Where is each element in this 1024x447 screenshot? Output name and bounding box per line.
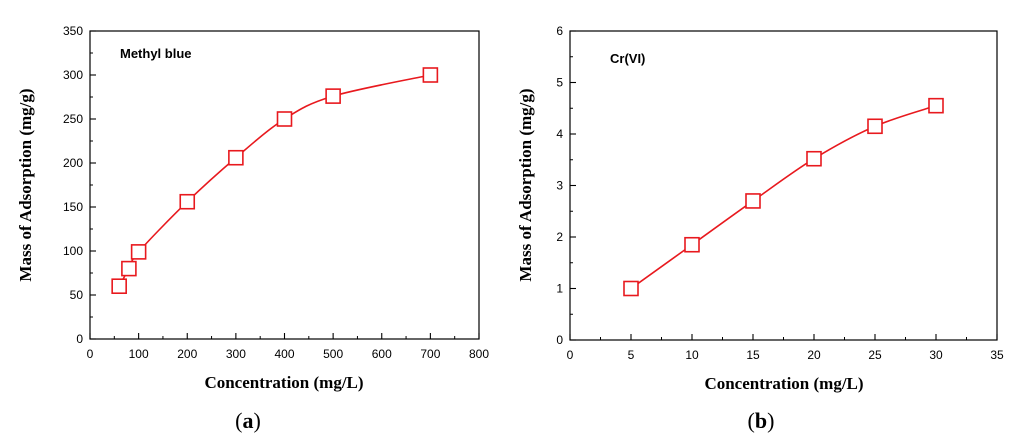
y-axis-label: Mass of Adsorption (mg/g) — [16, 88, 35, 281]
data-point-marker — [276, 111, 293, 127]
y-tick-label: 150 — [63, 200, 83, 214]
y-tick-label: 4 — [556, 127, 563, 141]
x-tick-label: 100 — [129, 347, 149, 361]
y-tick-label: 2 — [556, 230, 563, 244]
x-tick-label: 800 — [469, 347, 489, 361]
axis-ticks: 0 100 200 300 400 500 600 700 800 0 50 100 150 200 250… — [63, 24, 489, 361]
x-tick-label: 500 — [323, 347, 343, 361]
series-marks — [111, 67, 439, 295]
x-tick-label: 10 — [685, 348, 699, 362]
x-tick-label: 35 — [990, 348, 1004, 362]
y-tick-label: 0 — [76, 332, 83, 346]
y-tick-label: 6 — [556, 24, 563, 38]
y-tick-label: 5 — [556, 76, 563, 90]
panel-caption: (a) — [235, 408, 261, 433]
x-axis-label: Concentration (mg/L) — [204, 373, 363, 392]
chart-panel-b: 0 5 10 15 20 25 30 35 0 1 2 3 4 5 6 Cr(VI) Concentrati… — [516, 24, 1004, 433]
x-tick-label: 200 — [177, 347, 197, 361]
x-tick-label: 0 — [567, 348, 574, 362]
series-marks — [623, 97, 944, 297]
data-point-marker — [928, 97, 944, 114]
y-tick-label: 0 — [556, 333, 563, 347]
x-tick-label: 0 — [87, 347, 94, 361]
data-point-marker — [121, 260, 137, 277]
data-point-marker — [325, 88, 341, 104]
data-point-marker — [867, 118, 883, 135]
data-point-marker — [745, 193, 761, 209]
axis-ticks: 0 5 10 15 20 25 30 35 0 1 2 3 4 5 6 — [556, 24, 1004, 362]
chart-title: Cr(VI) — [610, 51, 645, 66]
x-tick-label: 25 — [868, 348, 882, 362]
data-point-marker — [179, 193, 196, 210]
y-tick-label: 200 — [63, 156, 83, 170]
data-point-marker — [623, 280, 639, 297]
chart-panel-a: 0 100 200 300 400 500 600 700 800 0 50 100 150 200 250… — [16, 24, 489, 433]
y-tick-label: 1 — [556, 282, 563, 296]
x-axis-label: Concentration (mg/L) — [704, 374, 863, 393]
y-tick-label: 350 — [63, 24, 83, 38]
chart-title: Methyl blue — [120, 46, 192, 61]
data-point-marker — [228, 149, 244, 166]
data-point-marker — [130, 244, 147, 260]
data-point-marker — [422, 67, 439, 83]
data-point-marker — [111, 278, 127, 295]
series-line — [118, 74, 431, 287]
x-tick-label: 15 — [746, 348, 760, 362]
y-tick-label: 250 — [63, 112, 83, 126]
data-point-marker — [806, 150, 822, 167]
data-point-marker — [684, 236, 700, 253]
x-tick-label: 700 — [420, 347, 440, 361]
panel-caption: (b) — [748, 408, 775, 433]
x-tick-label: 5 — [628, 348, 635, 362]
y-tick-label: 100 — [63, 244, 83, 258]
y-axis-label: Mass of Adsorption (mg/g) — [516, 88, 535, 281]
y-tick-label: 50 — [70, 288, 84, 302]
y-tick-label: 300 — [63, 68, 83, 82]
series-line — [630, 104, 937, 290]
x-tick-label: 300 — [226, 347, 246, 361]
x-tick-label: 30 — [929, 348, 943, 362]
x-tick-label: 400 — [274, 347, 294, 361]
y-tick-label: 3 — [556, 179, 563, 193]
x-tick-label: 20 — [807, 348, 821, 362]
x-tick-label: 600 — [372, 347, 392, 361]
